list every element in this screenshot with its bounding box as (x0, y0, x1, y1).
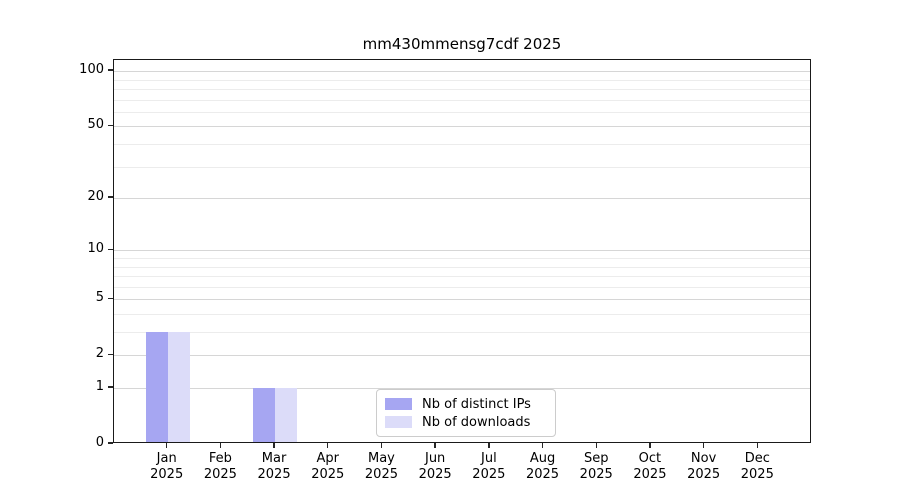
legend-swatch-downloads-icon (385, 416, 412, 428)
y-tick-label: 100 (79, 62, 104, 78)
x-tick-label: Nov 2025 (687, 451, 721, 482)
x-tick-mark (219, 443, 222, 448)
y-tick-label: 10 (87, 241, 104, 257)
y-tick-mark (108, 248, 113, 250)
gridline-minor (114, 144, 810, 145)
y-tick-label: 50 (87, 117, 104, 133)
gridline-major (114, 388, 810, 389)
x-tick-label: Apr 2025 (311, 451, 345, 482)
x-tick-mark (649, 443, 651, 448)
gridline-major (114, 250, 810, 252)
x-tick-label: Dec 2025 (740, 451, 774, 482)
x-tick-label: Jun 2025 (418, 451, 452, 482)
chart-title: mm430mmensg7cdf 2025 (362, 35, 562, 53)
gridline-minor (114, 99, 810, 101)
y-tick-mark (108, 297, 113, 299)
bar-downloads-mar (275, 388, 298, 443)
y-tick-mark (108, 196, 113, 198)
x-tick-mark (273, 443, 275, 448)
gridline-minor (114, 276, 810, 278)
x-tick-mark (541, 443, 544, 448)
gridline-major (114, 299, 810, 301)
y-tick-mark (108, 442, 113, 444)
x-tick-label: Jan 2025 (150, 451, 184, 482)
x-tick-mark (756, 443, 758, 448)
gridline-minor (114, 332, 810, 333)
y-tick-label: 20 (87, 189, 104, 205)
plot-area (113, 59, 811, 443)
gridline-minor (114, 313, 810, 315)
x-tick-label: Aug 2025 (525, 451, 560, 482)
gridline-major (114, 71, 810, 73)
y-tick-mark (108, 353, 113, 355)
x-tick-label: Sep 2025 (579, 451, 613, 482)
legend-item-downloads: Nb of downloads (385, 415, 546, 430)
bar-downloads-jan (167, 332, 190, 443)
x-tick-label: Oct 2025 (633, 451, 667, 482)
x-tick-label: May 2025 (364, 451, 398, 482)
legend-item-distinct-ips: Nb of distinct IPs (385, 397, 546, 412)
gridline-minor (114, 266, 810, 268)
gridline-major (114, 198, 810, 200)
y-tick-mark (108, 69, 113, 71)
legend: Nb of distinct IPs Nb of downloads (376, 389, 556, 437)
y-tick-label: 2 (95, 346, 104, 362)
gridline-minor (114, 286, 810, 288)
legend-label-downloads: Nb of downloads (422, 414, 531, 430)
gridline-minor (114, 111, 810, 113)
gridline-major (114, 126, 810, 128)
x-tick-mark (488, 443, 490, 448)
x-tick-label: Jul 2025 (472, 451, 506, 482)
y-tick-mark (108, 386, 113, 388)
y-tick-label: 5 (95, 290, 104, 306)
y-tick-label: 0 (95, 435, 104, 450)
gridline-minor (114, 79, 810, 81)
x-tick-mark (327, 443, 329, 448)
bar-distinct-ips-jan (145, 332, 168, 443)
x-tick-mark (434, 443, 436, 448)
y-tick-mark (108, 124, 113, 127)
x-tick-mark (595, 443, 597, 448)
y-tick-label: 1 (95, 379, 104, 394)
gridline-minor (114, 166, 810, 168)
gridline-major (114, 355, 810, 357)
x-tick-label: Mar 2025 (257, 451, 291, 482)
bar-distinct-ips-mar (253, 388, 276, 443)
x-tick-mark (165, 443, 168, 448)
legend-swatch-distinct-ips-icon (385, 398, 412, 410)
gridline-minor (114, 257, 810, 259)
x-tick-mark (702, 443, 705, 448)
gridline-minor (114, 89, 810, 90)
legend-label-distinct-ips: Nb of distinct IPs (422, 396, 531, 412)
x-tick-label: Feb 2025 (203, 451, 237, 482)
x-tick-mark (380, 443, 383, 448)
